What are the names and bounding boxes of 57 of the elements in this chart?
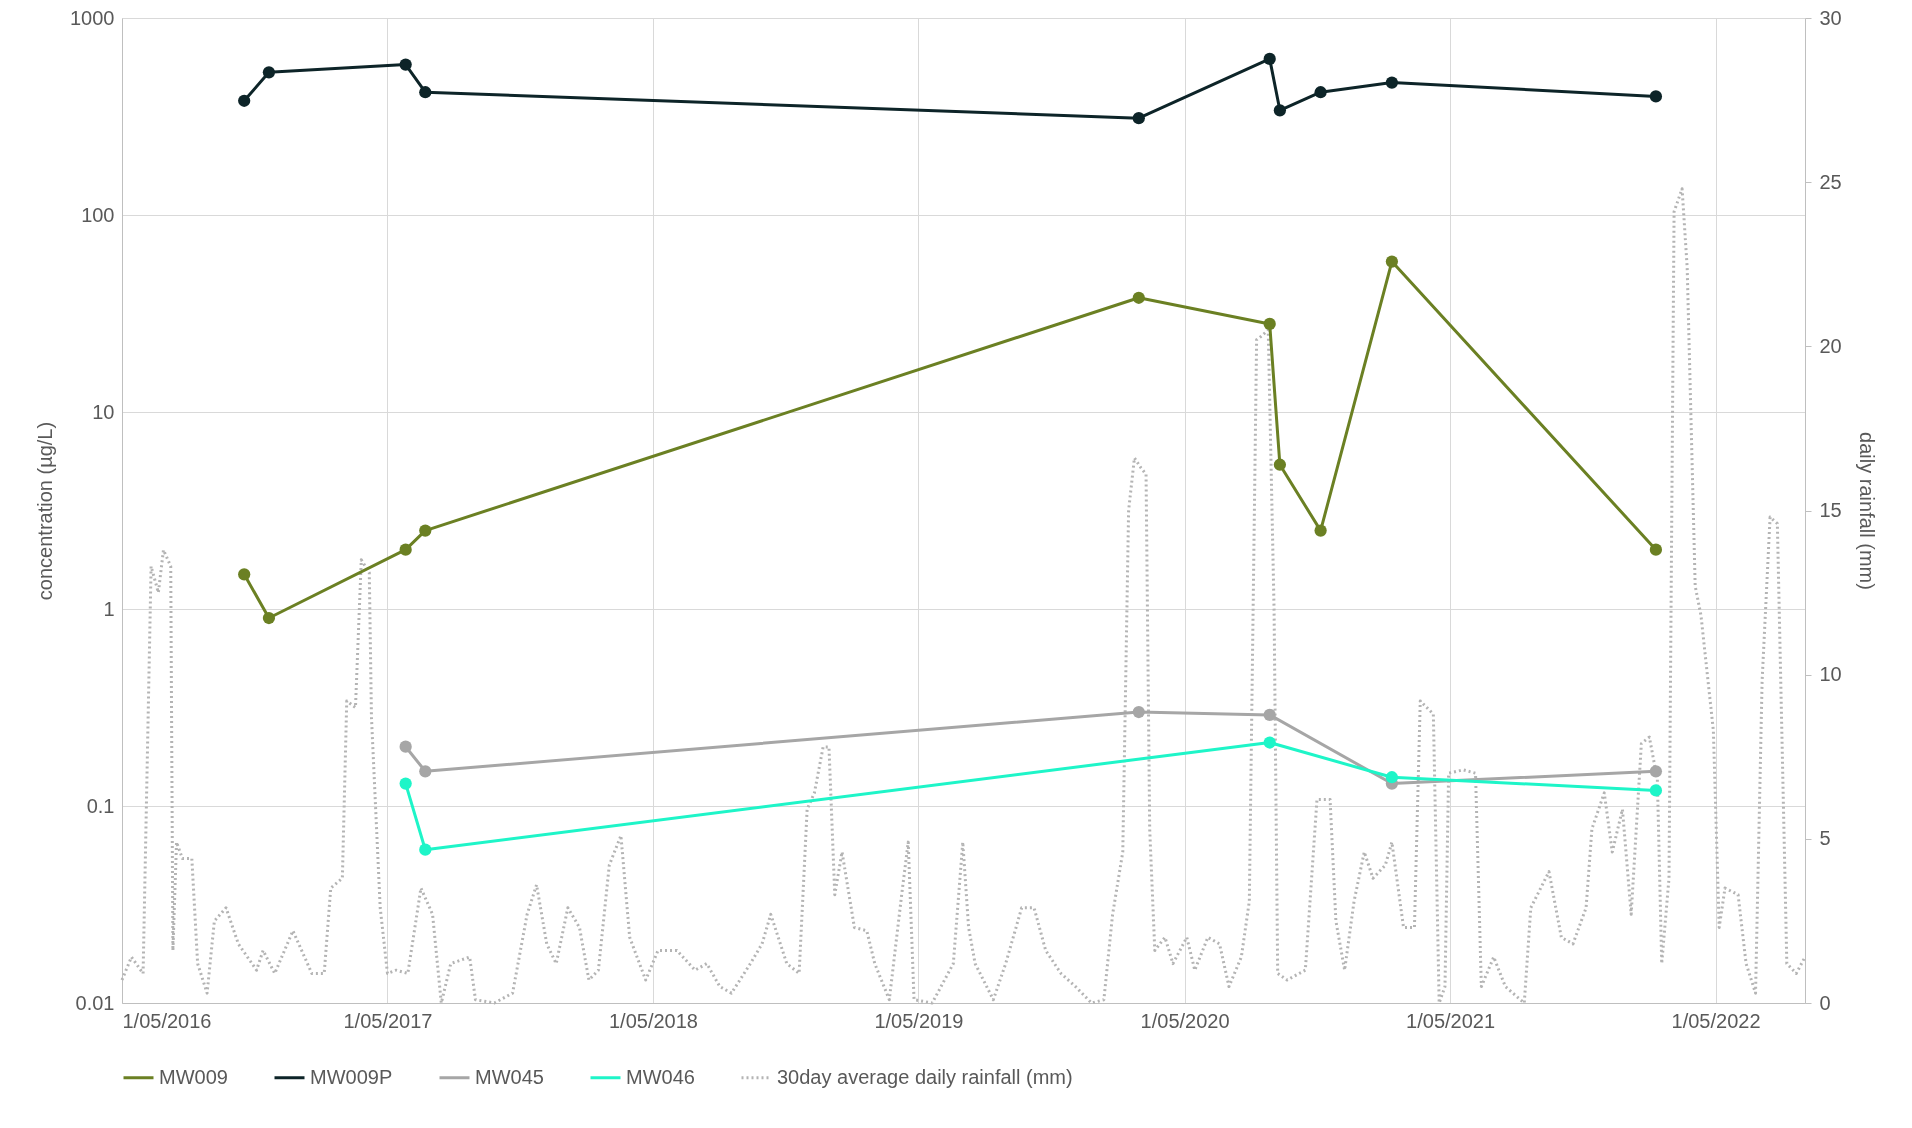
x-tick-label: 1/05/2018	[608, 1009, 698, 1032]
point	[399, 543, 412, 556]
point	[1649, 765, 1663, 778]
y2-tick-label: 30	[1819, 6, 1842, 29]
point	[419, 765, 432, 778]
point	[1385, 76, 1399, 89]
point	[399, 58, 412, 71]
x-tick-label: 1/05/2022	[1671, 1009, 1761, 1032]
legend-label: 30day average daily rainfall (mm)	[777, 1065, 1073, 1088]
x-tick-label: 1/05/2021	[1406, 1009, 1496, 1032]
point	[1132, 705, 1145, 719]
point	[1385, 771, 1399, 784]
y-tick-label: 0.1	[86, 794, 115, 817]
legend-label: MW046	[626, 1065, 695, 1088]
point	[262, 611, 276, 625]
point	[419, 86, 432, 99]
point	[1132, 112, 1145, 125]
legend-label: MW009P	[310, 1065, 393, 1088]
y2-tick-label: 5	[1819, 827, 1831, 850]
point	[1263, 708, 1276, 722]
y2-tick-label: 15	[1819, 499, 1842, 521]
legend-label: MW009	[159, 1065, 228, 1088]
point	[1385, 255, 1399, 268]
point	[1314, 524, 1327, 537]
x-tick-label: 1/05/2019	[874, 1009, 964, 1032]
y2-tick-label: 25	[1819, 170, 1842, 193]
y-tick-label: 100	[81, 203, 115, 226]
y2-tick-label: 20	[1819, 334, 1842, 357]
point	[1649, 784, 1663, 797]
y-tick-label: 10	[92, 400, 115, 423]
y-tick-label: 1000	[70, 6, 115, 29]
point	[1649, 90, 1663, 103]
point	[1273, 458, 1286, 471]
point	[1649, 543, 1663, 556]
y-tick-label: 0.01	[75, 991, 115, 1014]
y2-axis-title: daily rainfall (mm)	[1855, 432, 1878, 590]
point	[238, 568, 251, 581]
y2-tick-label: 10	[1819, 663, 1842, 686]
point	[1132, 291, 1145, 304]
point	[1273, 104, 1286, 117]
point	[262, 66, 276, 79]
y-axis-title: concentration (µg/L)	[34, 421, 57, 601]
point	[419, 843, 432, 856]
point	[399, 777, 412, 790]
x-tick-label: 1/05/2017	[343, 1009, 433, 1032]
y-tick-label: 1	[103, 597, 115, 620]
point	[1314, 86, 1327, 99]
x-tick-label: 1/05/2020	[1140, 1009, 1230, 1032]
point	[1263, 736, 1276, 749]
legend-label: MW045	[475, 1065, 544, 1088]
point	[1263, 52, 1276, 66]
point	[1263, 317, 1276, 331]
point	[419, 524, 432, 537]
y2-tick-label: 0	[1819, 991, 1831, 1014]
point	[399, 740, 412, 753]
point	[238, 94, 251, 107]
x-tick-label: 1/05/2016	[122, 1009, 212, 1032]
